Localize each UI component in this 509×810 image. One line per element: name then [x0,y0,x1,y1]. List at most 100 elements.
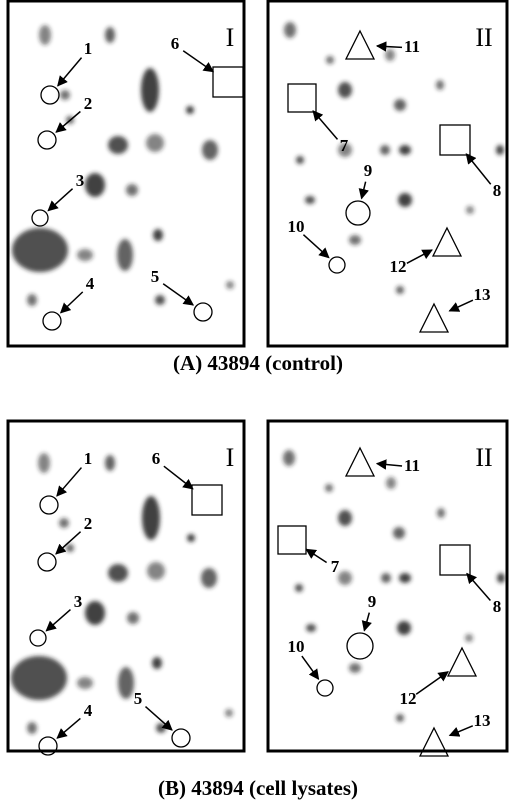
panel-caption: (A) 43894 (control) [173,351,343,375]
spot [386,477,396,489]
spot [225,709,233,717]
spot-circle [316,679,334,697]
spot [11,656,67,700]
spot [398,193,412,207]
arrow [448,299,474,312]
arrow [301,655,320,680]
spot-number: 10 [288,217,305,236]
spot [380,145,390,155]
spot-circle [40,85,60,105]
arrow [375,459,403,470]
spot [437,508,445,518]
spot [105,27,115,43]
spot [27,294,37,306]
spot [397,621,411,635]
spot-number: 8 [493,597,502,616]
spot-square [212,66,244,98]
gel-spots [11,450,505,734]
spot-number: 11 [404,37,420,56]
spot [325,484,333,492]
spot [156,723,166,733]
spot [38,453,50,473]
spot [108,564,128,582]
spot [155,295,165,305]
spot [393,527,405,539]
spot-number: 6 [171,34,180,53]
spot-number: 4 [86,274,95,293]
gel-frame [266,0,509,348]
spot [59,518,69,528]
spot-number: 1 [84,39,93,58]
arrow [57,57,83,87]
arrow [163,465,194,490]
spot-number: 11 [404,456,420,475]
spot [118,667,134,699]
spot [147,562,165,580]
spot-circle [193,302,213,322]
gel-frame [266,419,509,753]
spot-square [287,83,317,113]
spot-square [439,544,471,576]
arrow [55,110,81,133]
spot-number: 13 [474,285,491,304]
spot [381,573,391,583]
spot [141,68,159,112]
spot [108,136,128,154]
spot [296,156,304,164]
spot [338,571,352,585]
arrow [312,110,339,140]
spot [142,496,160,540]
arrow [361,612,372,632]
spot [306,624,316,632]
spot-triangle [431,226,463,257]
spot-circle [31,209,49,227]
panel-caption: (B) 43894 (cell lysates) [158,776,358,800]
spot [201,568,217,588]
spot [466,206,474,214]
arrow [406,249,433,264]
spot-circle [39,495,59,515]
spot [226,281,234,289]
gel-frame [6,0,246,348]
spot-number: 2 [84,94,93,113]
gel-label: II [475,23,492,52]
spot [117,239,133,271]
arrow [302,234,330,259]
spot-number: 9 [364,161,373,180]
spot-circle [346,632,374,660]
spot [396,714,404,722]
spot [153,229,163,241]
spot [127,612,139,624]
spot [338,510,352,526]
arrow [144,706,173,731]
arrow [47,188,74,212]
spot-circle [37,130,57,150]
spot [295,584,303,592]
spot-number: 3 [74,592,83,611]
spot [396,286,404,294]
spot [12,228,68,272]
gel-label: I [226,443,235,472]
spot-circle [345,200,371,226]
spot-triangle [344,446,376,477]
arrow [415,671,449,695]
spot-triangle [344,29,376,60]
spot-circle [29,629,47,647]
arrow [56,717,81,739]
arrow [465,153,492,185]
arrow [55,531,82,555]
spot-number: 2 [84,514,93,533]
spot-number: 5 [151,267,160,286]
arrow [466,572,491,601]
spot-number: 13 [474,711,491,730]
arrow [448,725,474,737]
gel-frame [6,419,246,753]
spot [105,455,115,471]
gel-label: I [226,23,235,52]
spot-triangle [446,646,478,677]
spot [338,82,352,98]
spot [187,534,195,542]
